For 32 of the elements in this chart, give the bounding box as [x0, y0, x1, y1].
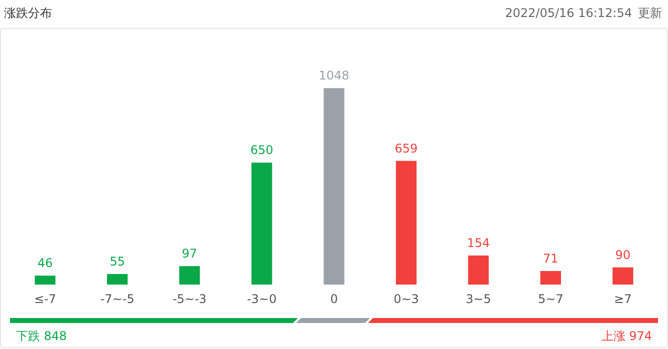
bar: [396, 160, 417, 285]
text: 2022/05/16 16:12:54: [505, 6, 632, 20]
data-label: 71: [543, 251, 558, 266]
x-tick-label: -7~-5: [100, 292, 134, 306]
bar: [107, 274, 128, 285]
bar: [324, 88, 344, 285]
x-tick-label: -3~0: [246, 292, 277, 306]
chart-title: 涨跌分布: [4, 5, 52, 22]
data-label: 55: [110, 254, 125, 268]
text: 上涨 974: [601, 328, 652, 345]
bar: [251, 162, 272, 285]
data-label: 90: [615, 248, 631, 262]
data-label: 97: [182, 246, 198, 261]
x-tick-label: ≤-7: [34, 292, 56, 306]
data-label: 650: [250, 143, 274, 158]
text: 下跌 848: [16, 328, 67, 345]
data-label: 659: [394, 141, 418, 156]
data-label: 1048: [318, 68, 350, 83]
bar: [540, 270, 561, 285]
data-label: 46: [37, 256, 53, 270]
x-tick-label: 3~5: [466, 292, 492, 306]
x-tick-label: -5~-3: [172, 292, 207, 306]
bar: [34, 276, 56, 285]
x-tick-label: 0: [330, 292, 338, 306]
x-tick-label: ≥7: [614, 292, 632, 306]
text: 更新: [638, 6, 662, 20]
data-label: 154: [466, 236, 490, 250]
x-tick-label: 5~7: [538, 292, 564, 306]
bar: [468, 255, 489, 285]
x-tick-label: 0~3: [394, 292, 419, 306]
bar: [179, 266, 200, 285]
bar: [612, 267, 634, 285]
